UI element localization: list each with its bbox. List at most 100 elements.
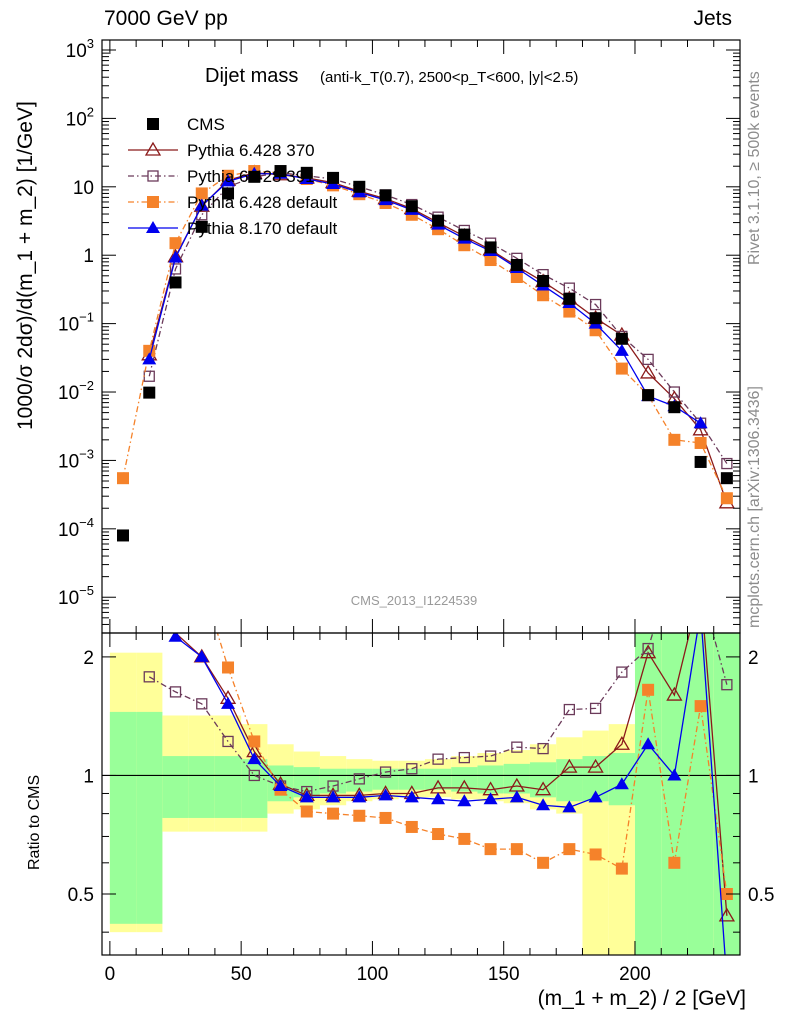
data-point: [169, 237, 182, 250]
data-point: [668, 433, 681, 446]
ratio-point: [615, 862, 628, 875]
data-point: [194, 198, 209, 211]
legend-entry: CMS: [147, 115, 225, 134]
ratio-point: [431, 792, 446, 805]
ratio-y-tick-label-right: 0.5: [748, 885, 774, 906]
data-point: [458, 228, 471, 241]
ratio-point: [457, 794, 472, 807]
y-tick-label: 103: [66, 36, 94, 62]
data-point: [510, 258, 523, 271]
ratio-point: [353, 809, 366, 822]
ratio-point: [483, 792, 498, 805]
axis-ticks: [102, 40, 741, 955]
data-point: [117, 529, 130, 542]
data-point: [405, 200, 418, 213]
data-point: [563, 305, 576, 318]
ratio-line: [174, 633, 728, 916]
mcplots-label: mcplots.cern.ch [arXiv:1306.3436]: [746, 386, 763, 628]
ratio-point: [694, 700, 707, 713]
band-green-bin: [713, 633, 740, 955]
data-point: [168, 250, 183, 263]
ratio-point: [537, 742, 549, 755]
ratio-point: [667, 768, 682, 781]
ratio-y-tick-label-left: 2: [83, 648, 94, 669]
band-green-bin: [529, 762, 557, 798]
ratio-point: [587, 758, 604, 773]
ratio-point: [534, 781, 552, 796]
ratio-point: [642, 683, 655, 696]
legend-label: CMS: [187, 115, 225, 134]
ratio-point: [378, 788, 393, 801]
ratio-point: [405, 820, 418, 833]
band-green-bin: [398, 768, 425, 790]
legend-entry: Pythia 6.428 391: [128, 167, 315, 186]
ratio-point: [510, 843, 523, 856]
ratio-point: [168, 633, 183, 642]
legend-marker: [146, 221, 160, 233]
ratio-y-tick-label-right: 1: [748, 766, 759, 787]
ratio-point: [248, 735, 261, 748]
legend-entry: Pythia 8.170 default: [128, 219, 338, 238]
x-tick-label: 0: [105, 964, 116, 985]
ratio-point: [536, 798, 551, 811]
ratio-point: [247, 752, 262, 765]
x-axis-label: (m_1 + m_2) / 2 [GeV]: [537, 987, 746, 1010]
data-point: [642, 353, 654, 366]
y-tick-label: 102: [66, 104, 94, 130]
data-point: [537, 289, 550, 302]
ratio-pythia-6-428-391: [143, 633, 733, 798]
ratio-y-tick-label-left: 1: [83, 766, 94, 787]
ratio-point: [352, 790, 367, 803]
ratio-y-tick-label-right: 2: [748, 648, 759, 669]
band-green-bin: [556, 759, 583, 802]
ratio-point: [222, 661, 235, 674]
legend-entry: Pythia 6.428 370: [128, 141, 315, 160]
ratio-point: [456, 779, 473, 794]
ratio-point: [639, 644, 657, 659]
ratio-point: [273, 779, 288, 792]
ratio-point: [406, 763, 418, 775]
ratio-point: [509, 790, 524, 803]
ratio-point: [404, 790, 419, 803]
series-line: [148, 173, 701, 424]
ratio-point: [353, 773, 365, 785]
ratio-point: [614, 777, 629, 790]
ratio-series-layer: [143, 633, 736, 955]
data-point: [274, 165, 287, 178]
data-point: [642, 389, 655, 402]
ratio-uncertainty-bands: [109, 633, 740, 955]
ratio-point: [458, 751, 470, 764]
data-point: [353, 180, 366, 193]
rivet-version-label: Rivet 3.1.10, ≥ 500k events: [746, 71, 763, 265]
ratio-point: [379, 811, 392, 824]
ratio-point: [484, 843, 497, 856]
y-tick-label: 10−4: [58, 515, 94, 541]
data-point: [195, 220, 208, 233]
ratio-point: [484, 750, 497, 762]
x-tick-label: 50: [231, 964, 252, 985]
data-point: [169, 276, 182, 289]
y-tick-label: 10−2: [58, 378, 94, 404]
y-tick-label: 10: [73, 178, 94, 199]
data-point: [248, 170, 261, 183]
data-point: [484, 254, 497, 267]
ratio-point: [588, 790, 603, 803]
data-point: [589, 312, 602, 325]
chart-title: Dijet mass: [205, 65, 298, 87]
data-point: [721, 457, 733, 470]
legend-entry: Pythia 6.428 default: [128, 193, 338, 212]
x-tick-label: 150: [488, 964, 520, 985]
data-point: [222, 187, 235, 200]
ratio-pythia-8-170-default: [168, 633, 726, 955]
ratio-point: [589, 702, 602, 715]
data-point: [720, 472, 733, 485]
band-green-bin: [687, 633, 714, 955]
ratio-pythia-6-428-default: [216, 633, 733, 900]
data-point: [668, 401, 681, 414]
ratio-point: [221, 696, 236, 709]
data-point: [379, 189, 392, 202]
data-point: [639, 364, 657, 379]
band-green-bin: [214, 756, 242, 818]
